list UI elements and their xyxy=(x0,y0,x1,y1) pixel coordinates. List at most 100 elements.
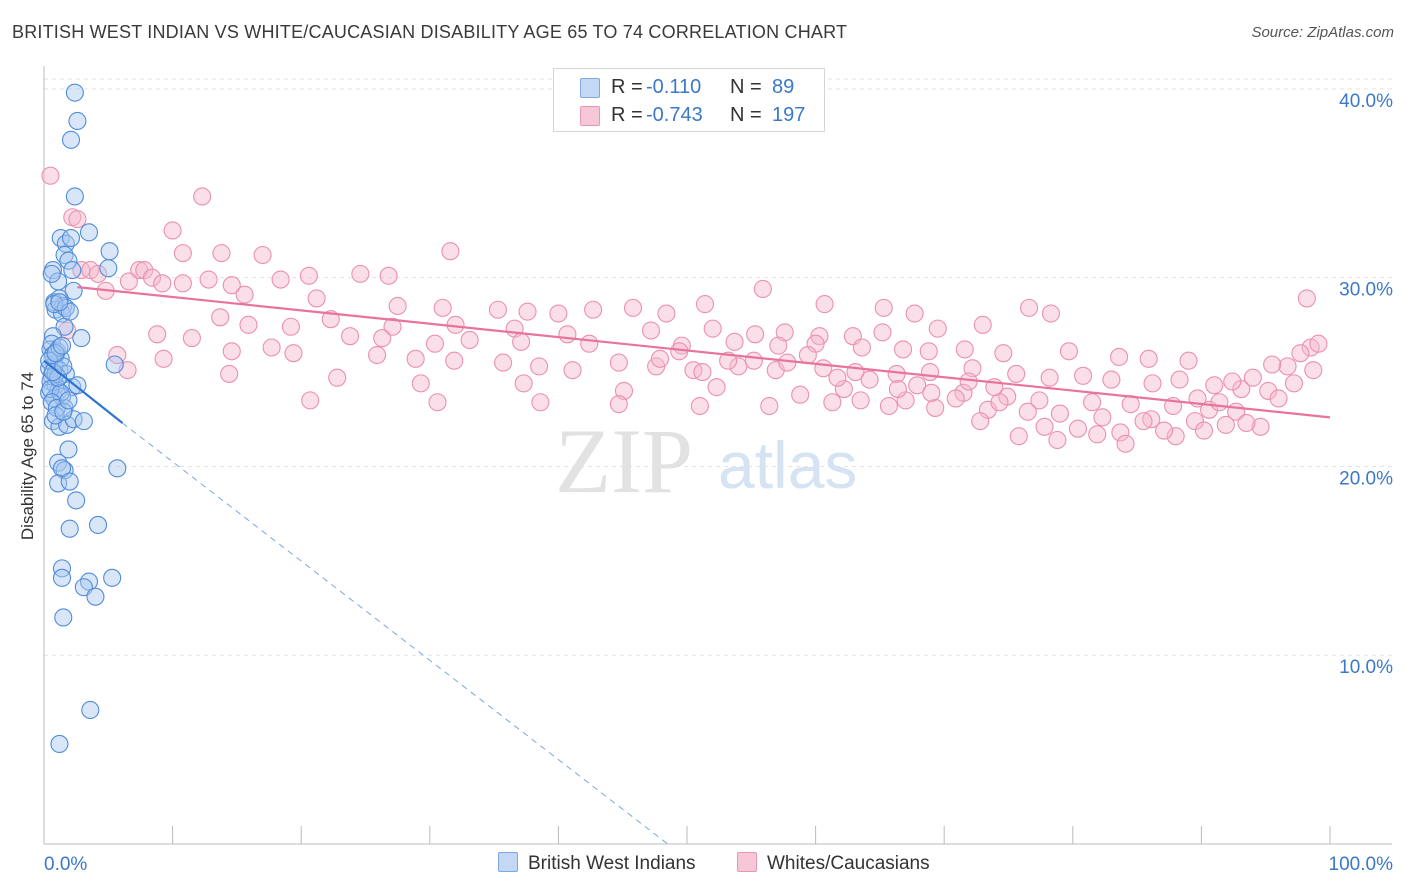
point-whites-caucasians xyxy=(926,398,945,417)
point-whites-caucasians xyxy=(1269,389,1288,408)
point-whites-caucasians xyxy=(1088,425,1107,444)
point-whites-caucasians xyxy=(609,395,628,414)
point-whites-caucasians xyxy=(351,264,370,283)
point-whites-caucasians xyxy=(530,357,549,376)
legend-swatch-blue xyxy=(580,78,600,98)
point-british-west-indians xyxy=(68,111,87,131)
point-british-west-indians xyxy=(60,519,79,538)
point-whites-caucasians xyxy=(851,391,870,410)
point-whites-caucasians xyxy=(623,298,643,317)
point-whites-caucasians xyxy=(1194,421,1214,440)
trend-lines xyxy=(43,286,1331,845)
point-whites-caucasians xyxy=(563,361,582,380)
point-whites-caucasians xyxy=(684,361,703,380)
point-british-west-indians xyxy=(99,259,118,278)
point-whites-caucasians xyxy=(815,295,834,314)
bottom-legend-label: Whites/Caucasians xyxy=(767,853,930,874)
point-british-west-indians xyxy=(65,187,84,206)
trendline-extension-british-west-indians xyxy=(122,422,669,845)
point-british-west-indians xyxy=(52,559,72,578)
point-whites-caucasians xyxy=(695,295,715,314)
point-whites-caucasians xyxy=(135,261,154,280)
point-whites-caucasians xyxy=(1074,366,1093,385)
point-whites-caucasians xyxy=(657,304,676,323)
point-whites-caucasians xyxy=(922,383,941,402)
point-whites-caucasians xyxy=(379,266,398,285)
point-whites-caucasians xyxy=(1035,417,1054,436)
point-whites-caucasians xyxy=(908,376,927,395)
point-british-west-indians xyxy=(43,362,63,382)
point-whites-caucasians xyxy=(1223,372,1242,391)
point-whites-caucasians xyxy=(1116,434,1135,453)
legend-r-label: R = xyxy=(611,104,643,126)
point-whites-caucasians xyxy=(1083,393,1102,412)
point-british-west-indians xyxy=(51,383,70,402)
point-whites-caucasians xyxy=(746,325,765,344)
point-whites-caucasians xyxy=(299,266,318,285)
point-british-west-indians xyxy=(86,587,105,606)
trendline-british-west-indians xyxy=(43,359,124,424)
point-whites-caucasians xyxy=(222,342,241,361)
source-label: Source: ZipAtlas.com xyxy=(1251,24,1394,41)
point-whites-caucasians xyxy=(301,391,320,410)
axes xyxy=(43,66,1392,845)
legend-r-label: R = xyxy=(611,76,643,98)
point-british-west-indians xyxy=(50,734,69,753)
point-whites-caucasians xyxy=(433,298,452,317)
bottom-legend-british-west-indians: British West Indians xyxy=(498,852,696,875)
point-whites-caucasians xyxy=(425,334,444,353)
point-whites-caucasians xyxy=(1243,368,1262,387)
point-whites-caucasians xyxy=(1110,347,1129,366)
point-whites-caucasians xyxy=(1166,427,1185,446)
point-whites-caucasians xyxy=(549,304,568,323)
point-whites-caucasians xyxy=(693,362,712,382)
point-british-west-indians xyxy=(60,472,79,491)
point-whites-caucasians xyxy=(388,296,407,316)
point-whites-caucasians xyxy=(584,300,603,319)
point-whites-caucasians xyxy=(1205,376,1224,395)
point-whites-caucasians xyxy=(1139,349,1158,368)
point-whites-caucasians xyxy=(1284,374,1304,393)
point-whites-caucasians xyxy=(211,308,230,327)
point-whites-caucasians xyxy=(1179,351,1198,370)
point-whites-caucasians xyxy=(193,187,212,206)
point-whites-caucasians xyxy=(609,353,628,372)
y-tick-label: 20.0% xyxy=(1339,468,1393,489)
series-whites-caucasians xyxy=(41,166,1328,453)
point-whites-caucasians xyxy=(460,330,479,350)
legend-n-value: 197 xyxy=(772,104,806,126)
point-british-west-indians xyxy=(74,412,93,431)
point-whites-caucasians xyxy=(148,325,167,344)
legend-swatch-pink xyxy=(580,106,600,126)
point-whites-caucasians xyxy=(1251,417,1270,436)
point-whites-caucasians xyxy=(368,346,387,365)
y-tick-label: 40.0% xyxy=(1339,91,1393,112)
legend-row-british-west-indians: R = -0.110 N = 89 xyxy=(554,73,824,101)
point-british-west-indians xyxy=(67,491,86,510)
point-british-west-indians xyxy=(51,228,70,248)
legend-n-label: N = xyxy=(730,104,762,126)
x-tick-label-max: 100.0% xyxy=(1329,854,1394,875)
point-whites-caucasians xyxy=(428,393,447,412)
point-whites-caucasians xyxy=(828,368,847,387)
point-whites-caucasians xyxy=(744,351,763,370)
point-whites-caucasians xyxy=(919,342,938,361)
point-whites-caucasians xyxy=(341,327,360,346)
point-british-west-indians xyxy=(63,261,82,280)
point-british-west-indians xyxy=(54,402,73,421)
point-whites-caucasians xyxy=(1068,419,1087,438)
point-whites-caucasians xyxy=(199,270,218,289)
point-whites-caucasians xyxy=(235,285,254,304)
y-tick-label: 10.0% xyxy=(1339,657,1393,678)
point-whites-caucasians xyxy=(928,319,947,338)
point-whites-caucasians xyxy=(383,317,402,336)
point-british-west-indians xyxy=(108,459,127,478)
point-british-west-indians xyxy=(42,264,61,283)
point-whites-caucasians xyxy=(1297,289,1316,308)
point-whites-caucasians xyxy=(823,393,842,412)
point-whites-caucasians xyxy=(1093,408,1112,427)
point-whites-caucasians xyxy=(1009,427,1028,446)
point-british-west-indians xyxy=(103,568,122,587)
point-whites-caucasians xyxy=(153,274,172,293)
point-whites-caucasians xyxy=(173,274,192,293)
